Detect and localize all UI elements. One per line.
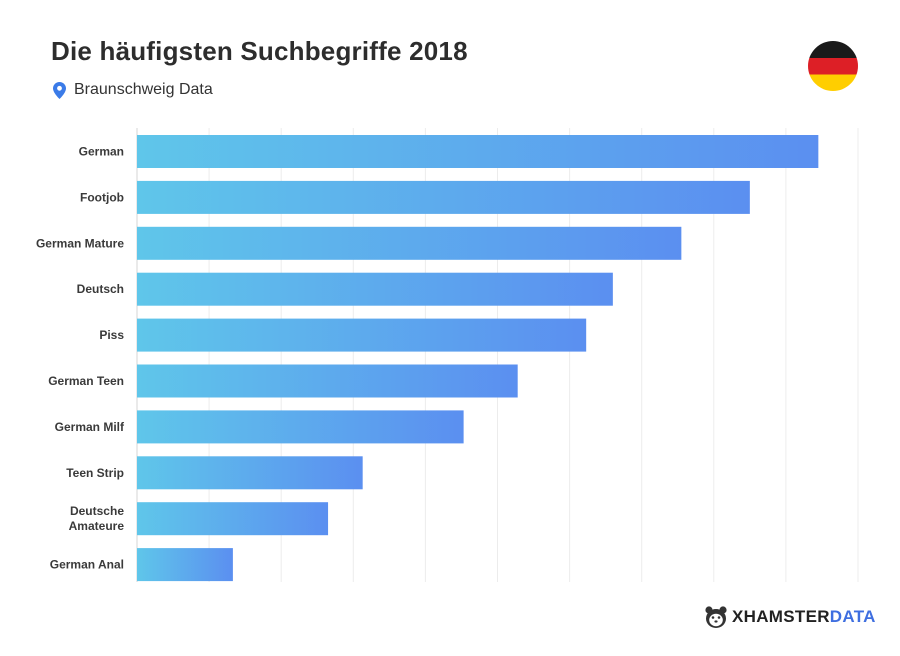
bar: [137, 548, 233, 582]
bar: [137, 456, 363, 490]
bar: [137, 318, 587, 352]
bar: [137, 135, 819, 168]
category-label: German Mature: [36, 236, 124, 250]
category-label: German Milf: [55, 420, 125, 434]
subtitle: Braunschweig Data: [74, 81, 213, 98]
bar: [137, 364, 518, 398]
bar: [137, 502, 329, 536]
category-label: Deutsche Amateure: [69, 504, 125, 533]
category-label: German Anal: [50, 558, 124, 572]
bar: [137, 410, 464, 444]
bars: [137, 135, 819, 582]
subtitle-row: Braunschweig Data: [53, 80, 213, 100]
category-label: German: [79, 145, 124, 159]
brand-name: XHAMSTERDATA: [732, 607, 876, 627]
bar: [137, 272, 613, 306]
brand-logo: XHAMSTERDATA: [704, 604, 876, 630]
category-label: German Teen: [48, 374, 124, 388]
map-pin-icon: [53, 81, 66, 99]
category-label: Deutsch: [77, 282, 124, 296]
bar: [137, 226, 682, 260]
category-label: Footjob: [80, 190, 124, 204]
brand-name-part2: DATA: [829, 607, 876, 626]
brand-name-part1: XHAMSTER: [732, 607, 830, 626]
germany-flag-icon: [808, 41, 858, 91]
bar: [137, 180, 750, 214]
page-title: Die häufigsten Suchbegriffe 2018: [51, 36, 468, 66]
category-label: Teen Strip: [66, 466, 124, 480]
hamster-logo-icon: [704, 605, 728, 629]
category-label: Piss: [99, 328, 124, 342]
category-labels: German Footjob German Mature Deutsch Piss Ger…: [36, 145, 125, 572]
